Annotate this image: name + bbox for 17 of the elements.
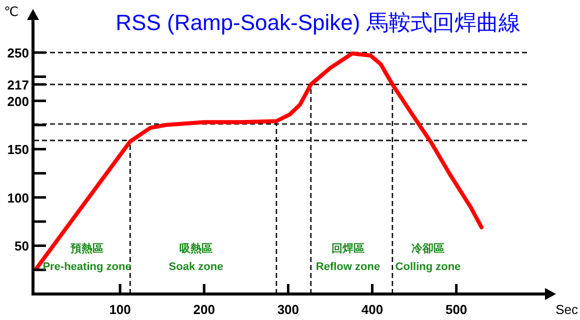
x-tick-label: 400 <box>361 302 384 317</box>
x-tick-label: 200 <box>193 302 215 317</box>
annotation: 回焊區 Reflow zone <box>316 243 380 273</box>
y-tick-label: 217 <box>7 77 29 92</box>
y-axis-title: ℃ <box>4 4 19 19</box>
x-tick-label: 100 <box>109 302 131 317</box>
x-tick-label: 300 <box>277 302 300 317</box>
chart-title: RSS (Ramp-Soak-Spike) 馬鞍式回焊曲線 <box>116 10 520 35</box>
y-tick-label: 150 <box>7 142 29 158</box>
annotation: 冷卻區 Colling zone <box>395 243 461 273</box>
y-tick-label: 250 <box>7 46 29 61</box>
y-tick-label: 100 <box>7 190 29 206</box>
y-tick-label: 200 <box>7 94 29 109</box>
x-axis-title: Sec <box>556 302 578 317</box>
x-tick-label: 500 <box>445 302 468 317</box>
annotation: 吸熱區 Soak zone <box>168 243 224 273</box>
y-tick-label: 50 <box>14 238 29 254</box>
